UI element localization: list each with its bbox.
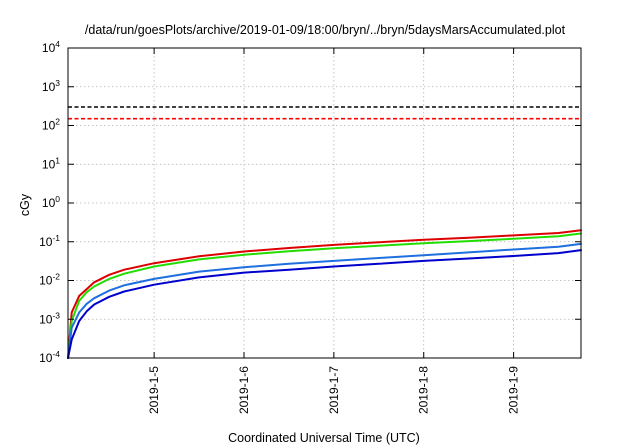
reference-lines — [68, 106, 581, 120]
y-tick-label: 10-3 — [39, 310, 60, 326]
x-tick-label: 2019-1-9 — [507, 366, 521, 414]
series-line — [67, 232, 582, 359]
y-tick-label: 10-1 — [39, 233, 60, 249]
series-line — [67, 249, 582, 359]
x-tick-label: 2019-1-7 — [327, 366, 341, 414]
x-tick-label: 2019-1-8 — [417, 366, 431, 414]
y-tick-label: 103 — [42, 78, 60, 94]
axis-ticks: 10-4 10-3 10-2 10-1 100 101 102 103 104 2019-1-5 2… — [39, 39, 581, 414]
x-axis-label: Coordinated Universal Time (UTC) — [228, 431, 420, 445]
y-tick-label: 10-2 — [39, 272, 60, 288]
grid-lines — [68, 48, 581, 358]
y-tick-label: 102 — [42, 117, 60, 133]
x-tick-label: 2019-1-5 — [147, 366, 161, 414]
y-tick-label: 100 — [42, 194, 60, 210]
series-line — [67, 242, 582, 359]
data-series — [67, 229, 582, 359]
y-tick-label: 104 — [42, 39, 60, 55]
series-line — [67, 229, 582, 359]
y-tick-label: 10-4 — [39, 349, 60, 365]
y-tick-label: 101 — [42, 155, 60, 171]
y-axis-label: cGy — [18, 193, 32, 216]
chart-title: /data/run/goesPlots/archive/2019-01-09/1… — [85, 23, 566, 37]
x-tick-label: 2019-1-6 — [237, 366, 251, 414]
